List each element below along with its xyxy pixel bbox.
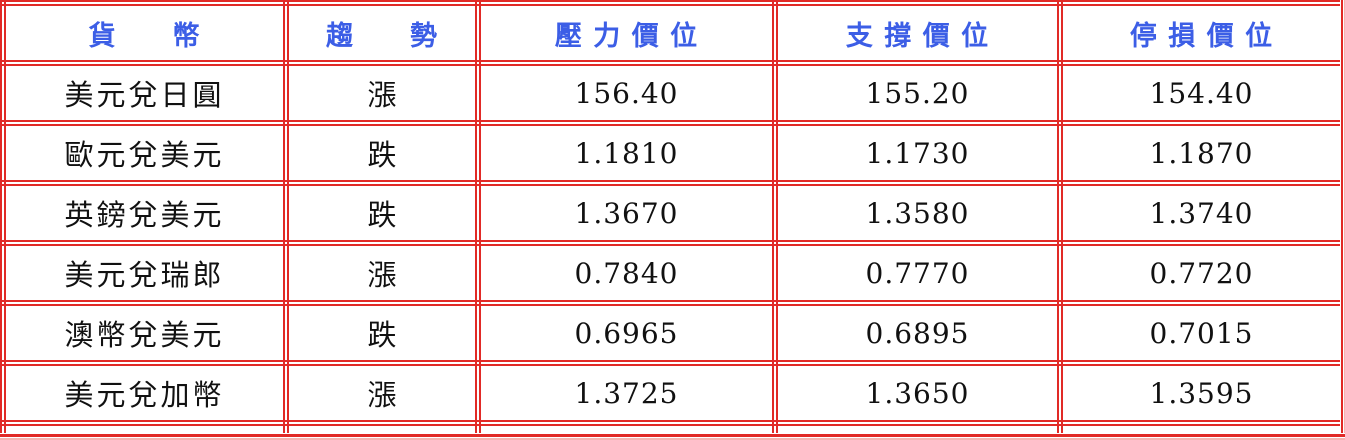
cell-resistance: 1.1810 (475, 120, 778, 186)
col-header-currency: 貨 幣 (0, 0, 289, 66)
right-border-artifact (1340, 0, 1345, 433)
cell-stoploss: 1.1870 (1057, 120, 1345, 186)
cell-resistance: 156.40 (475, 60, 778, 126)
table-row: 英鎊兌美元 跌 1.3670 1.3580 1.3740 (0, 180, 1345, 246)
cell-currency: 歐元兌美元 (0, 120, 289, 186)
cell-trend: 跌 (283, 180, 481, 246)
header-row: 貨 幣 趨 勢 壓 力 價 位 支 撐 價 位 停 損 價 位 (0, 0, 1345, 66)
table-body: 美元兌日圓 漲 156.40 155.20 154.40 歐元兌美元 跌 1.1… (0, 60, 1345, 440)
table-row: 美元兌日圓 漲 156.40 155.20 154.40 (0, 60, 1345, 126)
table-header: 貨 幣 趨 勢 壓 力 價 位 支 撐 價 位 停 損 價 位 (0, 0, 1345, 66)
table-row: 美元兌瑞郎 漲 0.7840 0.7770 0.7720 (0, 240, 1345, 306)
col-header-resistance: 壓 力 價 位 (475, 0, 778, 66)
cell-currency: 美元兌日圓 (0, 60, 289, 126)
col-header-support: 支 撐 價 位 (772, 0, 1063, 66)
cell-trend: 跌 (283, 120, 481, 186)
cell-trend: 漲 (283, 240, 481, 306)
cell-currency: 美元兌瑞郎 (0, 240, 289, 306)
cell-support: 0.7770 (772, 240, 1063, 306)
cell-support: 1.3580 (772, 180, 1063, 246)
cell-trend: 漲 (283, 360, 481, 426)
cell-support: 1.1730 (772, 120, 1063, 186)
table-row: 歐元兌美元 跌 1.1810 1.1730 1.1870 (0, 120, 1345, 186)
table-row: 美元兌加幣 漲 1.3725 1.3650 1.3595 (0, 360, 1345, 426)
cell-currency: 美元兌加幣 (0, 360, 289, 426)
cell-resistance: 1.3670 (475, 180, 778, 246)
table-row: 澳幣兌美元 跌 0.6965 0.6895 0.7015 (0, 300, 1345, 366)
cell-support: 155.20 (772, 60, 1063, 126)
cell-stoploss: 1.3595 (1057, 360, 1345, 426)
cell-trend: 跌 (283, 300, 481, 366)
cell-resistance: 1.3725 (475, 360, 778, 426)
cell-support: 1.3650 (772, 360, 1063, 426)
cell-stoploss: 0.7015 (1057, 300, 1345, 366)
cell-currency: 澳幣兌美元 (0, 300, 289, 366)
cell-stoploss: 1.3740 (1057, 180, 1345, 246)
cell-resistance: 0.7840 (475, 240, 778, 306)
cell-stoploss: 154.40 (1057, 60, 1345, 126)
cell-currency: 英鎊兌美元 (0, 180, 289, 246)
bottom-border-artifact (0, 433, 1345, 440)
cell-trend: 漲 (283, 60, 481, 126)
col-header-stoploss: 停 損 價 位 (1057, 0, 1345, 66)
cell-resistance: 0.6965 (475, 300, 778, 366)
col-header-trend: 趨 勢 (283, 0, 481, 66)
cell-stoploss: 0.7720 (1057, 240, 1345, 306)
cell-support: 0.6895 (772, 300, 1063, 366)
